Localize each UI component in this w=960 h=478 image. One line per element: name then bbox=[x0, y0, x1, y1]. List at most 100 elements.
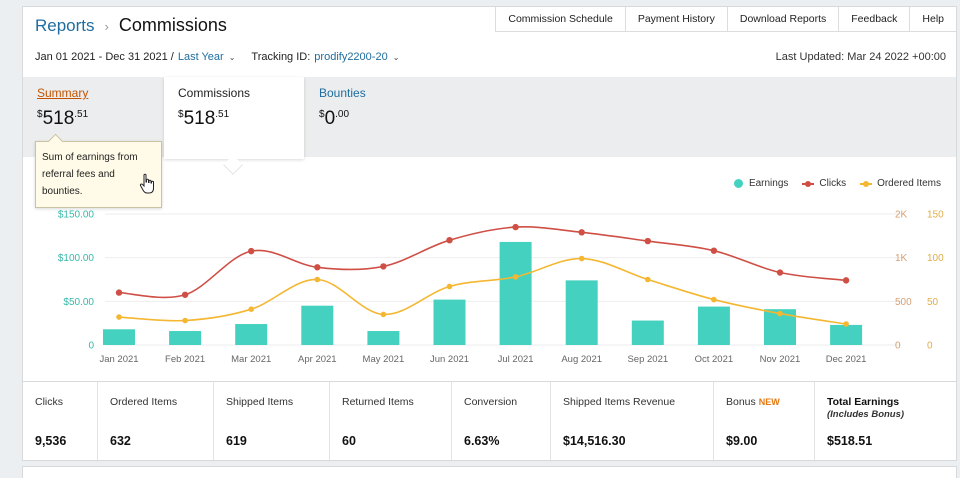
clicks-axis-tick-label: 2K bbox=[895, 210, 908, 221]
clicks-point bbox=[710, 247, 718, 254]
tab-bounties-label: Bounties bbox=[319, 86, 366, 100]
last-updated-text: Last Updated: Mar 24 2022 +00:00 bbox=[775, 51, 946, 63]
x-axis-tick-label: Dec 2021 bbox=[826, 354, 867, 365]
page-title: Commissions bbox=[118, 15, 227, 35]
stat-shipped-items: Shipped Items 619 bbox=[214, 382, 330, 462]
ordered-items-point bbox=[645, 276, 651, 283]
chart-legend: Earnings Clicks Ordered Items bbox=[720, 178, 941, 189]
ordered-items-point bbox=[777, 310, 783, 317]
tracking-id-dropdown[interactable]: prodify2200-20 bbox=[314, 51, 388, 63]
tab-bounties-value: $0.00 bbox=[319, 108, 350, 129]
x-axis-tick-label: Sep 2021 bbox=[627, 354, 668, 365]
stat-ordered-items: Ordered Items 632 bbox=[98, 382, 214, 462]
legend-label: Ordered Items bbox=[877, 178, 941, 189]
ordered-items-point bbox=[248, 306, 254, 312]
ordered-items-axis-tick-label: 150 bbox=[927, 210, 944, 221]
left-axis-tick-label: $100.00 bbox=[58, 253, 95, 264]
clicks-point bbox=[776, 269, 784, 276]
download-reports-link[interactable]: Download Reports bbox=[727, 7, 840, 32]
earnings-bar bbox=[499, 241, 532, 345]
clicks-point bbox=[181, 291, 189, 298]
x-axis-tick-label: Jul 2021 bbox=[498, 354, 534, 365]
tab-summary-label: Summary bbox=[37, 86, 89, 100]
payment-history-link[interactable]: Payment History bbox=[625, 7, 728, 32]
legend-item-clicks[interactable]: Clicks bbox=[802, 178, 846, 189]
next-panel-edge bbox=[22, 466, 957, 478]
left-axis-tick-label: $50.00 bbox=[63, 297, 94, 308]
earnings-bar bbox=[565, 280, 598, 345]
top-navigation: Commission Schedule Payment History Down… bbox=[495, 7, 956, 32]
earnings-bar bbox=[830, 324, 863, 345]
hand-cursor-icon bbox=[139, 173, 154, 194]
ordered-items-axis-tick-label: 0 bbox=[927, 341, 933, 352]
commission-schedule-link[interactable]: Commission Schedule bbox=[496, 7, 626, 32]
breadcrumb: Reports › Commissions bbox=[35, 15, 227, 36]
x-axis-tick-label: Oct 2021 bbox=[695, 354, 734, 365]
x-axis-tick-label: Jan 2021 bbox=[99, 354, 138, 365]
clicks-point bbox=[380, 263, 387, 270]
stat-returned-items: Returned Items 60 bbox=[330, 382, 452, 462]
clicks-point bbox=[578, 229, 585, 236]
earnings-chart: 0 $50.00 $100.00 $150.00 0 500 1K 2K 0 50 100 150 Ja… bbox=[58, 210, 944, 366]
x-axis-tick-label: Aug 2021 bbox=[561, 354, 602, 365]
earnings-bar bbox=[103, 329, 135, 345]
clicks-point bbox=[644, 237, 651, 245]
ordered-items-point bbox=[578, 255, 585, 262]
earnings-bar bbox=[367, 331, 400, 345]
tab-commissions[interactable]: Commissions $518.51 bbox=[164, 77, 304, 159]
help-link[interactable]: Help bbox=[910, 7, 956, 32]
clicks-point bbox=[115, 289, 123, 296]
stats-row: Clicks 9,536 Ordered Items 632 Shipped I… bbox=[23, 381, 956, 462]
tab-summary[interactable]: Summary $518.51 bbox=[23, 77, 165, 157]
left-axis-tick-label: 0 bbox=[88, 341, 94, 352]
ordered-items-legend-marker bbox=[860, 180, 873, 187]
clicks-point bbox=[842, 277, 850, 284]
ordered-items-point bbox=[512, 274, 519, 280]
ordered-items-point bbox=[711, 296, 717, 303]
ordered-items-point bbox=[380, 311, 387, 318]
date-preset-dropdown[interactable]: Last Year bbox=[177, 51, 224, 63]
stat-bonus: Bonus NEW $9.00 bbox=[714, 382, 815, 462]
new-badge: NEW bbox=[758, 397, 780, 407]
x-axis-tick-label: Mar 2021 bbox=[231, 354, 271, 365]
chevron-down-icon[interactable]: ⌄ bbox=[228, 52, 236, 62]
ordered-items-line bbox=[118, 257, 847, 325]
feedback-link[interactable]: Feedback bbox=[839, 7, 911, 32]
tab-summary-value: $518.51 bbox=[37, 108, 89, 129]
clicks-point bbox=[512, 223, 519, 231]
stat-shipped-items-revenue: Shipped Items Revenue $14,516.30 bbox=[551, 382, 714, 462]
legend-label: Earnings bbox=[748, 178, 789, 189]
stat-total-earnings: Total Earnings (Includes Bonus) $518.51 bbox=[827, 396, 905, 448]
earnings-bar bbox=[631, 320, 664, 345]
x-axis-tick-label: Feb 2021 bbox=[165, 354, 205, 365]
x-axis-tick-label: Apr 2021 bbox=[298, 354, 337, 365]
earnings-bar bbox=[169, 331, 202, 345]
breadcrumb-reports-link[interactable]: Reports bbox=[35, 16, 95, 35]
ordered-items-point bbox=[843, 321, 849, 327]
clicks-legend-marker bbox=[802, 180, 815, 187]
ordered-items-axis-tick-label: 100 bbox=[927, 253, 944, 264]
tab-bounties[interactable]: Bounties $0.00 bbox=[305, 77, 445, 157]
ordered-items-axis-tick-label: 50 bbox=[927, 297, 939, 308]
ordered-items-point bbox=[116, 314, 122, 320]
clicks-axis-tick-label: 0 bbox=[895, 341, 901, 352]
tab-commissions-label: Commissions bbox=[178, 86, 251, 100]
stat-conversion: Conversion 6.63% bbox=[452, 382, 551, 462]
earnings-legend-marker bbox=[733, 179, 743, 188]
x-axis-tick-label: May 2021 bbox=[363, 354, 405, 365]
earnings-bar bbox=[235, 324, 268, 345]
clicks-line bbox=[118, 226, 847, 299]
stat-clicks: Clicks 9,536 bbox=[23, 382, 98, 462]
clicks-axis-tick-label: 1K bbox=[895, 253, 908, 264]
legend-item-ordered-items[interactable]: Ordered Items bbox=[860, 178, 941, 189]
ordered-items-point bbox=[314, 276, 321, 283]
legend-item-earnings[interactable]: Earnings bbox=[733, 178, 789, 189]
earnings-bar bbox=[301, 305, 334, 345]
x-axis-tick-label: Nov 2021 bbox=[760, 354, 801, 365]
x-axis-tick-label: Jun 2021 bbox=[430, 354, 469, 365]
legend-label: Clicks bbox=[819, 178, 847, 189]
clicks-point bbox=[314, 264, 321, 271]
chevron-down-icon[interactable]: ⌄ bbox=[392, 52, 400, 62]
left-axis-tick-label: $150.00 bbox=[58, 210, 95, 221]
ordered-items-point bbox=[182, 317, 188, 324]
